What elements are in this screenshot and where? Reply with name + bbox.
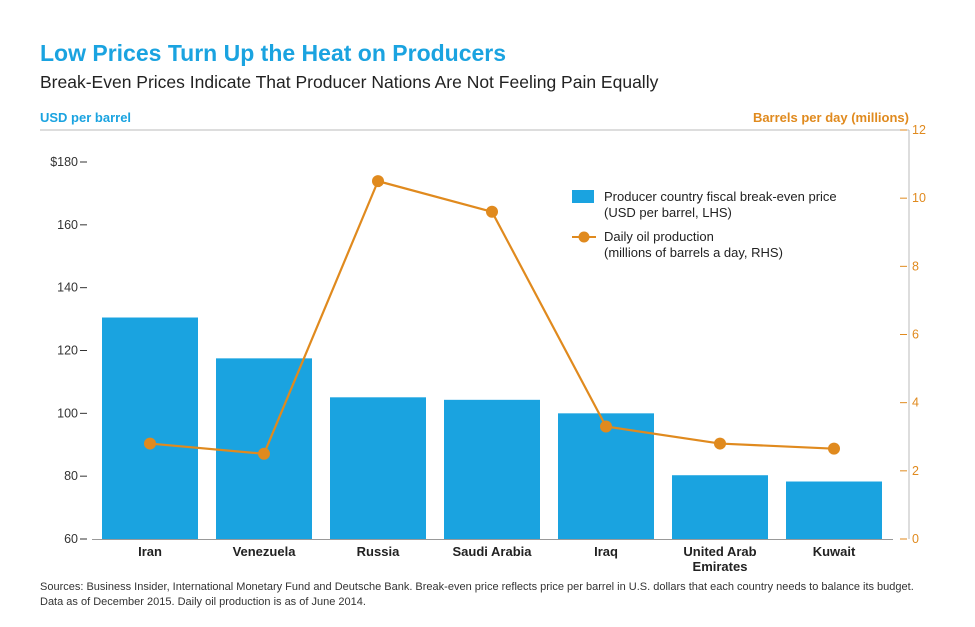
point-iran: [144, 437, 156, 450]
legend-bar-label: (USD per barrel, LHS): [604, 205, 732, 220]
category-label: Kuwait: [813, 544, 856, 559]
right-tick-label: 4: [912, 396, 919, 410]
right-axis-unit-label: Barrels per day (millions): [752, 110, 909, 125]
sources-note: Sources: Business Insider, International…: [40, 581, 914, 608]
bar-iraq: [558, 413, 654, 539]
right-tick-label: 6: [912, 328, 919, 342]
line-series: [144, 175, 840, 460]
left-axis: 60 80 100 120 140 160 $180: [50, 155, 87, 546]
legend-bar-swatch: [572, 190, 594, 203]
left-tick-label: 100: [57, 406, 78, 420]
bar-iran: [102, 317, 198, 539]
left-tick-label: 120: [57, 344, 78, 358]
legend-bar-label: Producer country fiscal break-even price: [604, 189, 837, 204]
right-tick-label: 12: [912, 123, 926, 137]
legend-line-label: (millions of barrels a day, RHS): [604, 245, 783, 260]
legend-line-label: Daily oil production: [604, 229, 714, 244]
point-saudi-arabia: [486, 205, 498, 218]
bar-saudi-arabia: [444, 399, 540, 539]
category-label: United Arab: [683, 544, 756, 559]
left-tick-label: 60: [64, 532, 78, 546]
category-label: Iraq: [594, 544, 618, 559]
category-label: Emirates: [693, 559, 748, 574]
category-label: Venezuela: [233, 544, 297, 559]
right-axis: 0 2 4 6 8 10 12: [900, 123, 926, 546]
legend-line-marker: [578, 231, 590, 243]
left-axis-unit-label: USD per barrel: [40, 110, 132, 125]
category-label: Russia: [357, 544, 400, 559]
point-united-arab-emirates: [714, 437, 726, 450]
point-venezuela: [258, 447, 270, 460]
point-kuwait: [828, 442, 840, 455]
bar-russia: [330, 397, 426, 539]
legend: Producer country fiscal break-even price…: [572, 189, 837, 260]
bar-united-arab-emirates: [672, 475, 768, 539]
category-label: Saudi Arabia: [453, 544, 533, 559]
right-tick-label: 2: [912, 464, 919, 478]
right-tick-label: 0: [912, 532, 919, 546]
category-labels: Iran Venezuela Russia Saudi Arabia Iraq Unite…: [138, 544, 856, 574]
right-tick-label: 8: [912, 259, 919, 273]
chart-title: Low Prices Turn Up the Heat on Producers: [40, 40, 507, 66]
left-tick-label: 160: [57, 218, 78, 232]
left-tick-label: 140: [57, 281, 78, 295]
left-tick-label: 80: [64, 469, 78, 483]
left-tick-label: $180: [50, 155, 78, 169]
chart-subtitle: Break-Even Prices Indicate That Producer…: [40, 72, 659, 92]
right-tick-label: 10: [912, 191, 926, 205]
point-iraq: [600, 420, 612, 433]
category-label: Iran: [138, 544, 162, 559]
bar-kuwait: [786, 481, 882, 539]
point-russia: [372, 175, 384, 188]
bar-series: [102, 317, 882, 539]
